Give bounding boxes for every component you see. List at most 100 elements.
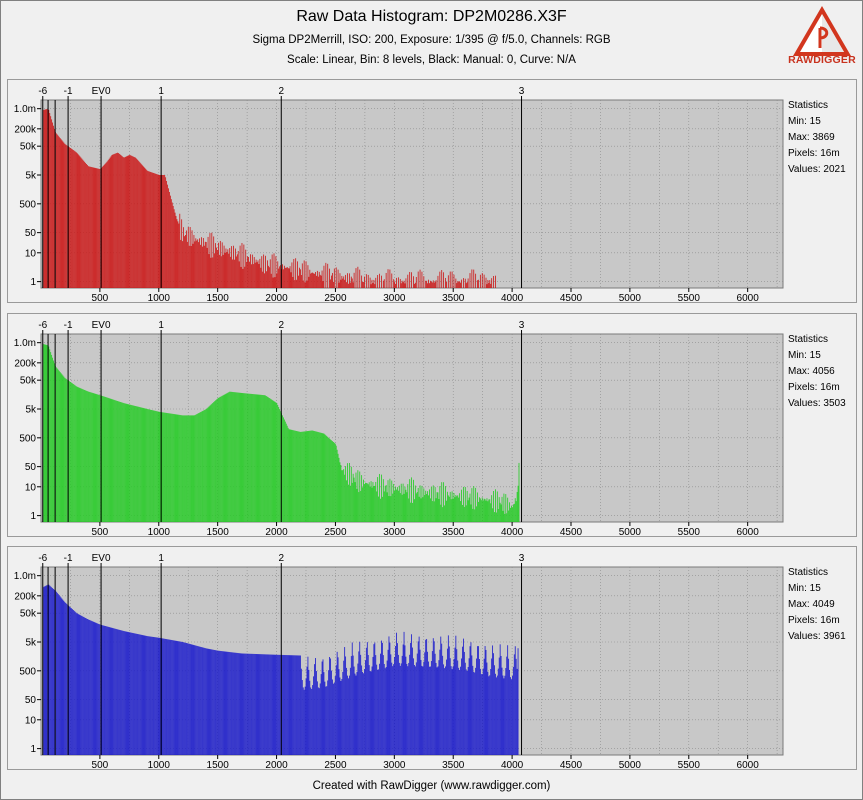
histogram-bar [157, 637, 159, 755]
histogram-bar [458, 281, 460, 288]
histogram-bar [43, 344, 45, 522]
histogram-bar [110, 398, 112, 522]
histogram-bar [230, 652, 232, 755]
histogram-bar [481, 674, 483, 755]
histogram-bar [471, 269, 473, 288]
histogram-bar [89, 166, 91, 288]
histogram-bar [343, 660, 345, 755]
histogram-bar [218, 650, 219, 755]
histogram-bar [293, 430, 295, 522]
histogram-bar [120, 630, 121, 755]
histogram-bar [180, 415, 182, 522]
histogram-bar [432, 485, 434, 522]
histogram-bar [194, 415, 196, 522]
histogram-bar [314, 664, 315, 755]
histogram-bar [256, 394, 258, 522]
histogram-bar [274, 277, 276, 288]
histogram-bar [369, 277, 371, 288]
histogram-bar [96, 168, 98, 288]
histogram-bar [136, 633, 137, 755]
histogram-bar [270, 399, 272, 522]
histogram-bar [283, 419, 285, 522]
histogram-bar [443, 272, 445, 288]
histogram-bar [271, 399, 273, 522]
histogram-bar [135, 633, 136, 755]
histogram-bar [138, 634, 140, 755]
histogram-bar [245, 653, 247, 755]
histogram-bar [60, 139, 62, 288]
histogram-bar [430, 486, 432, 522]
histogram-bar [51, 119, 53, 288]
histogram-bar [192, 415, 194, 522]
histogram-bar [459, 281, 461, 288]
histogram-bar [404, 486, 406, 522]
histogram-bar [427, 491, 428, 522]
histogram-bar [94, 167, 96, 288]
histogram-bar [432, 638, 434, 755]
histogram-bar [313, 273, 314, 288]
histogram-bar [458, 497, 460, 522]
histogram-bar [340, 465, 342, 522]
histogram-bar [297, 655, 298, 755]
histogram-bar [98, 168, 100, 288]
histogram-bar [507, 645, 509, 755]
histogram-bar [150, 171, 151, 288]
histogram-bar [459, 669, 461, 755]
histogram-bar [330, 658, 331, 755]
histogram-bar [419, 485, 421, 522]
y-tick-label: 1 [30, 277, 36, 288]
histogram-bar [129, 632, 131, 755]
histogram-bar [278, 407, 280, 522]
histogram-bar [451, 669, 453, 755]
histogram-bar [323, 433, 325, 522]
histogram-bar [62, 141, 64, 288]
histogram-bar [437, 492, 439, 522]
histogram-bar [169, 413, 170, 522]
histogram-bar [386, 492, 388, 522]
histogram-bar [167, 639, 168, 755]
histogram-bar [55, 591, 57, 755]
histogram-bar [106, 161, 108, 288]
histogram-bar [203, 410, 205, 522]
histogram-bar [387, 649, 389, 755]
histogram-bar [156, 174, 158, 288]
histogram-bar [418, 636, 420, 755]
histogram-bar [234, 652, 235, 755]
histogram-bar [165, 412, 167, 522]
histogram-bar [45, 344, 47, 522]
histogram-bar [329, 657, 331, 755]
histogram-bar [431, 282, 433, 288]
histogram-bar [429, 666, 430, 755]
histogram-bar [187, 415, 189, 522]
histogram-bar [505, 668, 507, 755]
histogram-bar [349, 282, 351, 288]
histogram-bar [248, 393, 249, 522]
histogram-bar [264, 273, 265, 288]
x-tick-label: 5500 [678, 527, 701, 536]
histogram-bar [457, 660, 459, 755]
histogram-bar [195, 238, 197, 288]
stats-heading: Statistics [788, 100, 829, 111]
histogram-bar [208, 254, 210, 288]
histogram-bar [460, 666, 461, 755]
histogram-bar [262, 654, 264, 755]
histogram-bar [338, 282, 340, 288]
histogram-bar [342, 278, 344, 288]
histogram-bar [51, 354, 53, 522]
histogram-bar [140, 163, 142, 288]
histogram-bar [340, 279, 342, 288]
histogram-bar [268, 397, 270, 522]
histogram-bar [249, 261, 250, 288]
histogram-bar [197, 646, 199, 755]
histogram-bar [351, 482, 353, 522]
histogram-bar [377, 275, 379, 288]
histogram-bar [152, 636, 153, 755]
histogram-bar [497, 508, 499, 522]
histogram-bar [242, 653, 244, 755]
histogram-bar [217, 398, 218, 522]
histogram-bar [50, 586, 52, 755]
histogram-bar [115, 628, 117, 755]
histogram-bar [95, 168, 97, 288]
histogram-bar [294, 280, 296, 288]
